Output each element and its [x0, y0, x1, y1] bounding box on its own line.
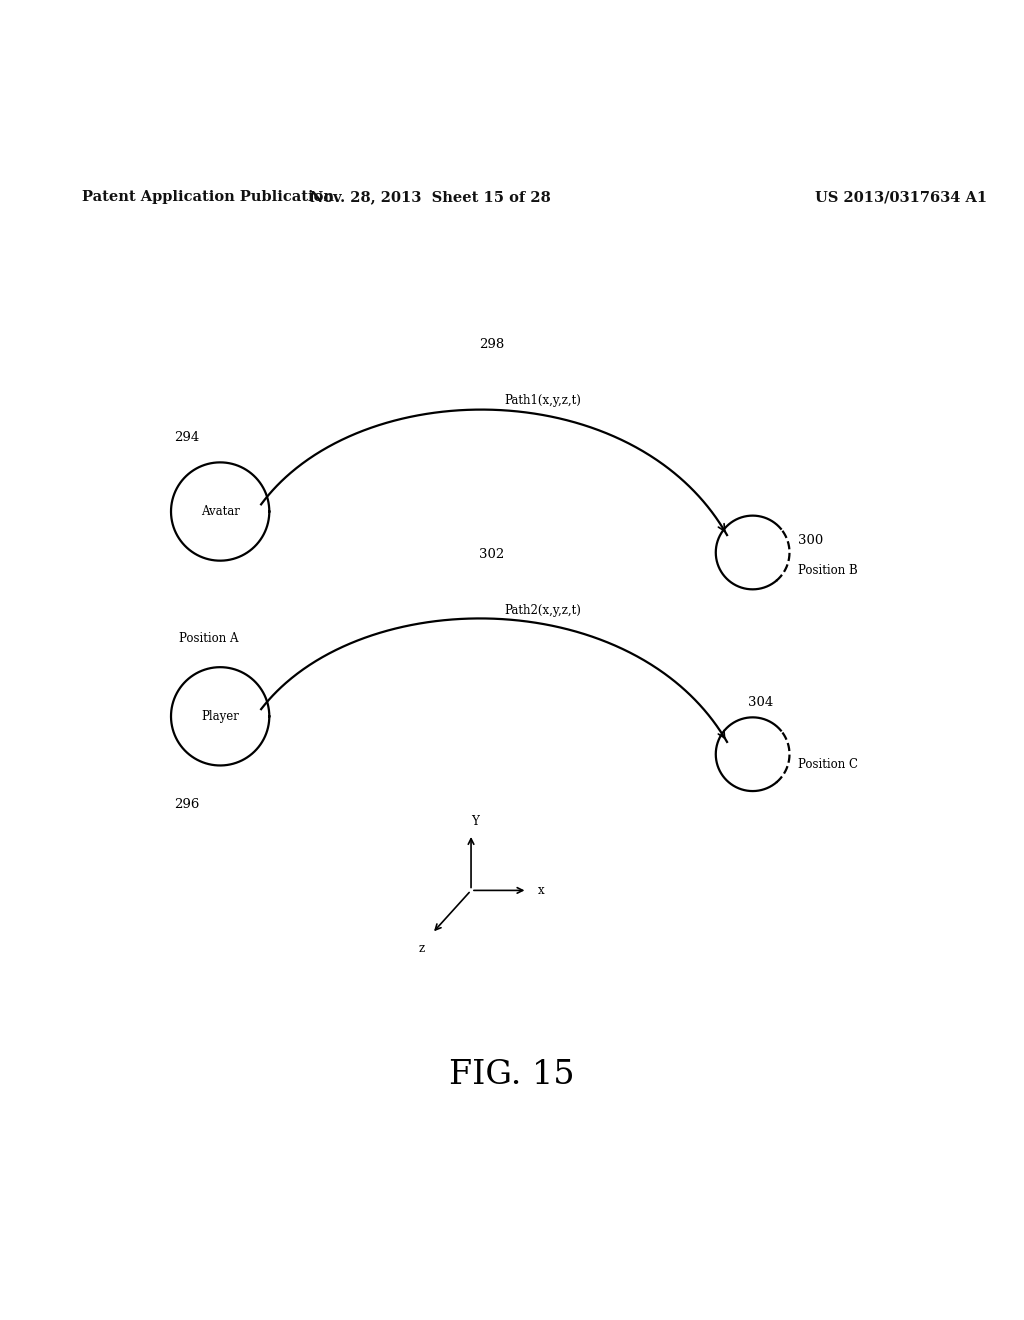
Text: Path2(x,y,z,t): Path2(x,y,z,t)	[504, 603, 582, 616]
Text: Y: Y	[471, 814, 479, 828]
Text: x: x	[538, 884, 544, 896]
Text: 298: 298	[479, 338, 504, 351]
Text: 304: 304	[748, 696, 773, 709]
Text: z: z	[419, 941, 425, 954]
Text: 296: 296	[174, 799, 200, 812]
Text: Position C: Position C	[798, 758, 858, 771]
Text: Avatar: Avatar	[201, 506, 240, 517]
Text: Position A: Position A	[179, 632, 239, 644]
Text: 302: 302	[479, 548, 504, 561]
Text: Patent Application Publication: Patent Application Publication	[82, 190, 334, 205]
Text: Nov. 28, 2013  Sheet 15 of 28: Nov. 28, 2013 Sheet 15 of 28	[309, 190, 551, 205]
Text: 294: 294	[174, 430, 200, 444]
Text: Position B: Position B	[798, 565, 857, 577]
Text: Player: Player	[202, 710, 239, 723]
Text: 300: 300	[798, 533, 823, 546]
Text: FIG. 15: FIG. 15	[450, 1059, 574, 1090]
Text: Path1(x,y,z,t): Path1(x,y,z,t)	[504, 393, 582, 407]
Text: US 2013/0317634 A1: US 2013/0317634 A1	[815, 190, 987, 205]
